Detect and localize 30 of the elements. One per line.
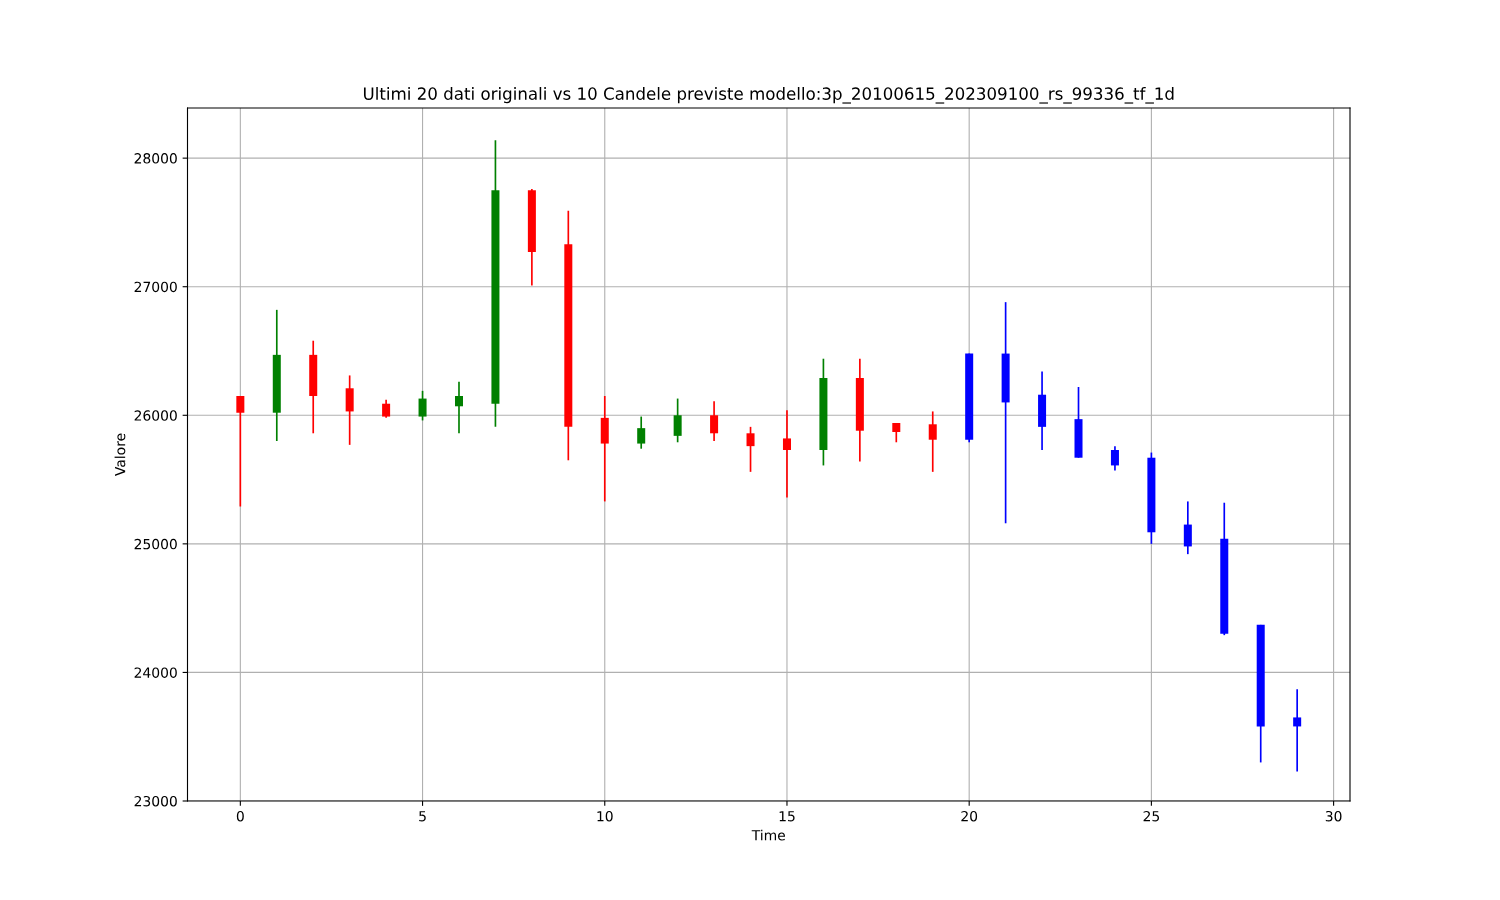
y-tick-label: 28000 — [134, 153, 177, 164]
candlestick — [418, 390, 427, 422]
candlestick — [236, 395, 245, 508]
candlestick — [1293, 688, 1302, 773]
y-tick-label: 24000 — [134, 667, 177, 678]
x-axis-title: Time — [751, 829, 785, 841]
y-tick-label: 23000 — [134, 795, 177, 807]
x-tick-label: 25 — [1143, 810, 1160, 822]
candlestick — [710, 400, 719, 442]
candlestick — [345, 374, 354, 446]
candlestick — [782, 409, 791, 499]
candlestick — [673, 397, 682, 444]
y-tick-label: 25000 — [134, 538, 177, 550]
candlestick — [928, 410, 937, 473]
candlestick — [892, 422, 901, 444]
y-axis-title: Valore — [114, 433, 126, 477]
chart-title: Ultimi 20 dati originali vs 10 Candele previste modello:3p_20100615_202309100_rs_99336_tf_1d — [363, 87, 1174, 104]
candlestick — [1183, 500, 1192, 555]
candlestick — [637, 415, 646, 450]
x-tick-label: 5 — [419, 811, 426, 822]
candlestick — [1110, 445, 1119, 472]
candlestick — [454, 381, 463, 435]
y-tick-label: 27000 — [134, 281, 177, 293]
candlestick — [746, 426, 755, 473]
x-tick-label: 10 — [597, 810, 613, 822]
x-tick-label: 30 — [1325, 810, 1342, 822]
x-tick-label: 0 — [236, 810, 244, 822]
x-tick-label: 20 — [961, 810, 978, 822]
y-tick-label: 26000 — [134, 410, 177, 421]
x-tick-label: 15 — [779, 811, 795, 822]
